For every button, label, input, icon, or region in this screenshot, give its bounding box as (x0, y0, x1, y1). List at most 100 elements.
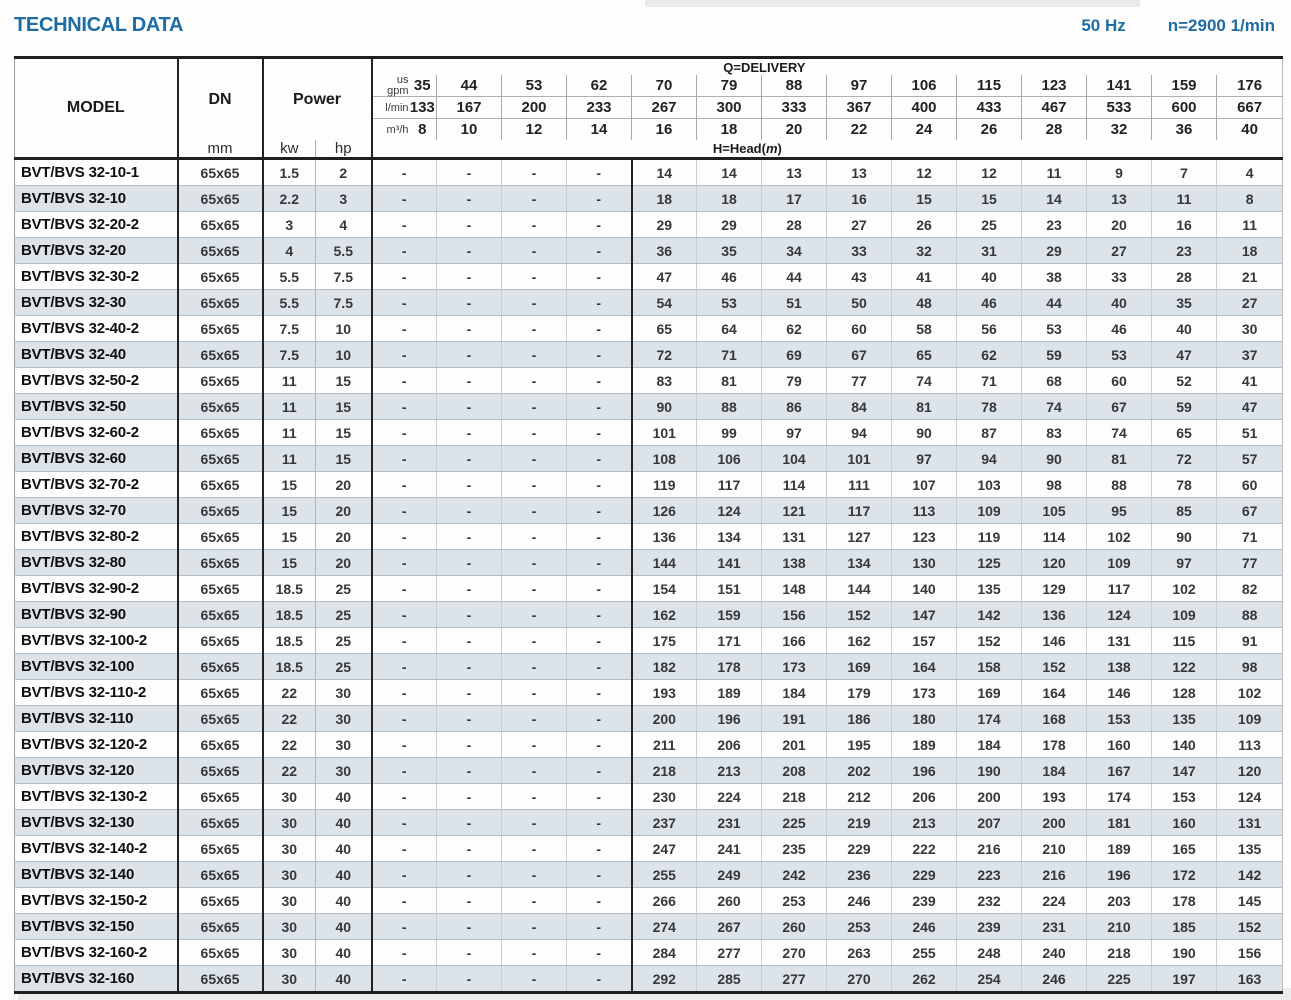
dn-cell: 65x65 (177, 211, 264, 238)
dn-cell: 65x65 (177, 367, 264, 394)
head-cell: 270 (826, 965, 893, 993)
head-cell: 231 (1021, 913, 1088, 940)
head-cell: 178 (1021, 731, 1088, 758)
head-cell: - (501, 939, 568, 966)
head-cell: - (501, 393, 568, 420)
head-cell: 173 (891, 679, 958, 706)
head-cell: 193 (631, 679, 698, 706)
hp-cell: 20 (315, 471, 373, 498)
head-cell: - (371, 185, 438, 212)
head-cell: 152 (1021, 653, 1088, 680)
model-cell: BVT/BVS 32-50 (14, 393, 179, 420)
head-cell: 109 (1151, 601, 1218, 628)
head-cell: 40 (956, 263, 1023, 290)
hp-cell: 40 (315, 965, 373, 993)
head-cell: 190 (1151, 939, 1218, 966)
head-cell: 134 (826, 549, 893, 576)
head-cell: - (371, 289, 438, 316)
delivery-row-usgpm: us gpm 35 44 53 62 70 79 88 97 106 115 123 141 159 176 (15, 75, 1283, 97)
head-cell: 164 (1021, 679, 1088, 706)
head-cell: - (436, 939, 503, 966)
head-cell: 13 (826, 158, 893, 186)
delivery-column-header: 20 (761, 118, 827, 140)
head-cell: - (566, 783, 633, 810)
head-cell: - (371, 913, 438, 940)
table-row: BVT/BVS 32-160 65x65 30 40- - - -292 285 277 270 2… (14, 965, 1283, 993)
head-cell: 90 (1021, 445, 1088, 472)
head-cell: 142 (1216, 861, 1283, 888)
head-cell: - (436, 731, 503, 758)
kw-cell: 1.5 (262, 158, 316, 186)
delivery-value-m3h: 22 (850, 120, 868, 138)
head-cell: 68 (1021, 367, 1088, 394)
dn-cell: 65x65 (177, 783, 264, 810)
dn-cell: 65x65 (177, 601, 264, 628)
head-cell: 206 (891, 783, 958, 810)
page-header: TECHNICAL DATA 50 Hz n=2900 1/min (14, 14, 1275, 37)
head-cell: 113 (1216, 731, 1283, 758)
table-row: BVT/BVS 32-20-2 65x65 3 4- - - -29 29 28 27 26 25 23… (14, 211, 1283, 238)
head-cell: 196 (891, 757, 958, 784)
table-row: BVT/BVS 32-140 65x65 30 40- - - -255 249 242 236 2… (14, 861, 1283, 888)
table-row: BVT/BVS 32-40 65x65 7.5 10- - - -72 71 69 67 65 62 5… (14, 341, 1283, 368)
head-cell: 114 (761, 471, 828, 498)
head-cell: 148 (761, 575, 828, 602)
hp-cell: 15 (315, 367, 373, 394)
head-cell: - (436, 809, 503, 836)
head-cell: 38 (1021, 263, 1088, 290)
head-cell: 189 (696, 679, 763, 706)
head-cell: 82 (1216, 575, 1283, 602)
model-cell: BVT/BVS 32-130 (14, 809, 179, 836)
head-cell: 206 (696, 731, 763, 758)
model-cell: BVT/BVS 32-110 (14, 705, 179, 732)
head-cell: 60 (1086, 367, 1153, 394)
dn-cell: 65x65 (177, 185, 264, 212)
head-cell: 162 (826, 627, 893, 654)
hp-cell: 20 (315, 523, 373, 550)
head-cell: 131 (1086, 627, 1153, 654)
head-cell: 152 (956, 627, 1023, 654)
delivery-value-usgpm: 79 (720, 76, 738, 94)
head-cell: 254 (956, 965, 1023, 993)
head-cell: 78 (956, 393, 1023, 420)
head-cell: - (566, 913, 633, 940)
dn-cell: 65x65 (177, 679, 264, 706)
delivery-value-lmin: 267 (651, 98, 677, 116)
head-cell: 229 (891, 861, 958, 888)
head-cell: 88 (696, 393, 763, 420)
dn-cell: 65x65 (177, 549, 264, 576)
head-cell: 189 (1086, 835, 1153, 862)
head-cell: 64 (696, 315, 763, 342)
head-cell: 210 (1086, 913, 1153, 940)
kw-cell: 30 (262, 965, 316, 993)
head-cell: 37 (1216, 341, 1283, 368)
model-cell: BVT/BVS 32-40-2 (14, 315, 179, 342)
head-cell: 222 (891, 835, 958, 862)
head-cell: - (371, 861, 438, 888)
head-cell: 121 (761, 497, 828, 524)
head-cell: 277 (761, 965, 828, 993)
column-header-dn: DN (177, 57, 264, 140)
delivery-column-header: 24 (891, 118, 957, 140)
head-cell: 106 (696, 445, 763, 472)
head-cell: - (436, 471, 503, 498)
delivery-value-usgpm: 123 (1041, 76, 1067, 94)
head-cell: - (566, 419, 633, 446)
kw-cell: 4 (262, 237, 316, 264)
head-cell: 248 (956, 939, 1023, 966)
head-cell: - (566, 237, 633, 264)
head-cell: 81 (696, 367, 763, 394)
head-cell: 88 (1086, 471, 1153, 498)
model-cell: BVT/BVS 32-110-2 (14, 679, 179, 706)
head-cell: - (501, 211, 568, 238)
head-cell: 213 (696, 757, 763, 784)
head-cell: 14 (696, 158, 763, 186)
hp-cell: 25 (315, 575, 373, 602)
dn-cell: 65x65 (177, 965, 264, 993)
table-row: BVT/BVS 32-40-2 65x65 7.5 10- - - -65 64 62 60 58 5… (14, 315, 1283, 342)
head-cell: 77 (826, 367, 893, 394)
delivery-column-header: 159 (1151, 75, 1217, 97)
delivery-value-usgpm: 159 (1171, 76, 1197, 94)
head-cell: 224 (1021, 887, 1088, 914)
head-cell: 211 (631, 731, 698, 758)
